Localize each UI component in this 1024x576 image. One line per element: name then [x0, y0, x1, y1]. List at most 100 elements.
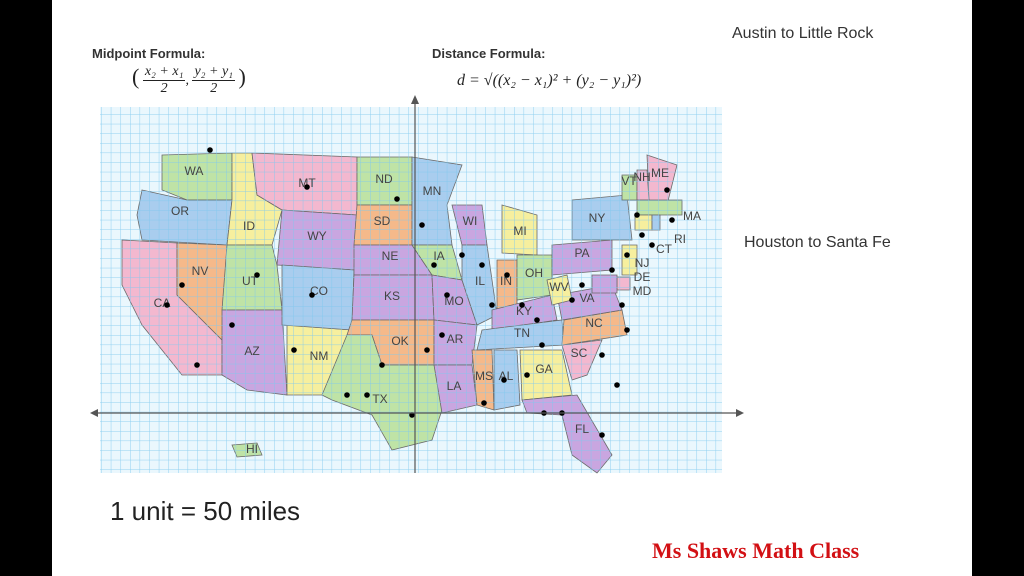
scale-note: 1 unit = 50 miles: [110, 496, 301, 526]
state-label-wi: WI: [463, 214, 478, 228]
capital-dot: [634, 212, 640, 218]
capital-dot: [419, 222, 425, 228]
state-label-nd: ND: [375, 172, 393, 186]
capital-dot: [614, 382, 620, 388]
state-label-ga: GA: [535, 362, 552, 376]
distance-formula: d = √((x₂ − x₁)² + (y₂ − y₁)²): [457, 72, 642, 89]
state-label-ri: RI: [674, 232, 686, 246]
y-axis-arrow-up: [411, 95, 419, 104]
state-label-mn: MN: [423, 184, 442, 198]
capital-dot: [569, 297, 575, 303]
capital-dot: [524, 372, 530, 378]
state-label-az: AZ: [244, 344, 259, 358]
capital-dot: [309, 292, 315, 298]
capital-dot: [229, 322, 235, 328]
state-label-tx: TX: [372, 392, 387, 406]
capital-dot: [619, 302, 625, 308]
capital-dot: [519, 302, 525, 308]
capital-dot: [431, 262, 437, 268]
state-label-sd: SD: [374, 214, 391, 228]
problem-houston-santa-fe: Houston to Santa Fe: [744, 234, 891, 251]
state-label-ms: MS: [475, 369, 493, 383]
midpoint-denominator-x: 2: [160, 81, 168, 97]
slide: Midpoint Formula: ( x₂ + x₁ 2, y₂ + y₁ 2 )…: [52, 0, 972, 576]
capital-dot: [609, 267, 615, 273]
state-label-mt: MT: [298, 176, 316, 190]
capital-dot: [291, 347, 297, 353]
capital-dot: [364, 392, 370, 398]
state-label-ky: KY: [516, 304, 532, 318]
state-label-sc: SC: [571, 346, 588, 360]
capital-dot: [424, 347, 430, 353]
capital-dot: [459, 252, 465, 258]
state-label-nm: NM: [310, 349, 329, 363]
state-label-tn: TN: [514, 326, 530, 340]
capital-dot: [439, 332, 445, 338]
x-axis-arrow-left: [90, 409, 98, 417]
state-label-nc: NC: [585, 316, 603, 330]
state-label-ne: NE: [382, 249, 399, 263]
state-label-oh: OH: [525, 266, 543, 280]
state-label-pa: PA: [574, 246, 589, 260]
capital-dot: [444, 292, 450, 298]
state-label-ma: MA: [683, 209, 701, 223]
state-label-la: LA: [447, 379, 462, 393]
state-label-md: MD: [633, 284, 652, 298]
capital-dot: [599, 352, 605, 358]
state-label-nv: NV: [192, 264, 209, 278]
distance-title: Distance Formula:: [432, 46, 546, 61]
state-label-ny: NY: [589, 211, 606, 225]
capital-dot: [179, 282, 185, 288]
state-label-or: OR: [171, 204, 189, 218]
state-label-de: DE: [634, 270, 651, 284]
capital-dot: [489, 302, 495, 308]
state-label-ut: UT: [242, 274, 259, 288]
state-label-wv: WV: [549, 280, 568, 294]
state-label-mo: MO: [444, 294, 463, 308]
state-label-il: IL: [475, 274, 485, 288]
state-label-mi: MI: [513, 224, 526, 238]
capital-dot: [579, 282, 585, 288]
capital-dot: [539, 342, 545, 348]
state-label-va: VA: [579, 291, 594, 305]
midpoint-numerator-y: y₂ + y₁: [192, 64, 236, 82]
state-label-vt: VT: [621, 174, 637, 188]
capital-dot: [534, 317, 540, 323]
capital-dot: [624, 327, 630, 333]
capital-dot: [164, 302, 170, 308]
capital-dot: [379, 362, 385, 368]
state-label-wa: WA: [185, 164, 204, 178]
capital-dot: [207, 147, 213, 153]
capital-dot: [649, 242, 655, 248]
capital-dot: [664, 187, 670, 193]
midpoint-denominator-y: 2: [210, 81, 218, 97]
capital-dot: [304, 184, 310, 190]
midpoint-title: Midpoint Formula:: [92, 46, 206, 61]
state-label-ct: CT: [656, 242, 673, 256]
capital-dot: [394, 196, 400, 202]
capital-dot: [479, 262, 485, 268]
state-label-ks: KS: [384, 289, 400, 303]
state-label-fl: FL: [575, 422, 589, 436]
x-axis-arrow-right: [736, 409, 744, 417]
state-label-ar: AR: [447, 332, 464, 346]
capital-dot: [504, 272, 510, 278]
capital-dot: [599, 432, 605, 438]
state-label-wy: WY: [307, 229, 326, 243]
capital-dot: [501, 377, 507, 383]
midpoint-formula: ( x₂ + x₁ 2, y₂ + y₁ 2 ): [132, 64, 246, 97]
state-label-me: ME: [651, 166, 669, 180]
capital-dot: [481, 400, 487, 406]
capital-dot: [624, 252, 630, 258]
grid-lines: [100, 107, 722, 473]
state-label-nh: NH: [633, 170, 650, 184]
state-label-nj: NJ: [635, 256, 650, 270]
state-label-ok: OK: [391, 334, 408, 348]
state-label-in: IN: [500, 274, 512, 288]
capital-dot: [194, 362, 200, 368]
capital-dot: [344, 392, 350, 398]
capital-dot: [254, 272, 260, 278]
capital-dot: [639, 232, 645, 238]
state-label-id: ID: [243, 219, 255, 233]
